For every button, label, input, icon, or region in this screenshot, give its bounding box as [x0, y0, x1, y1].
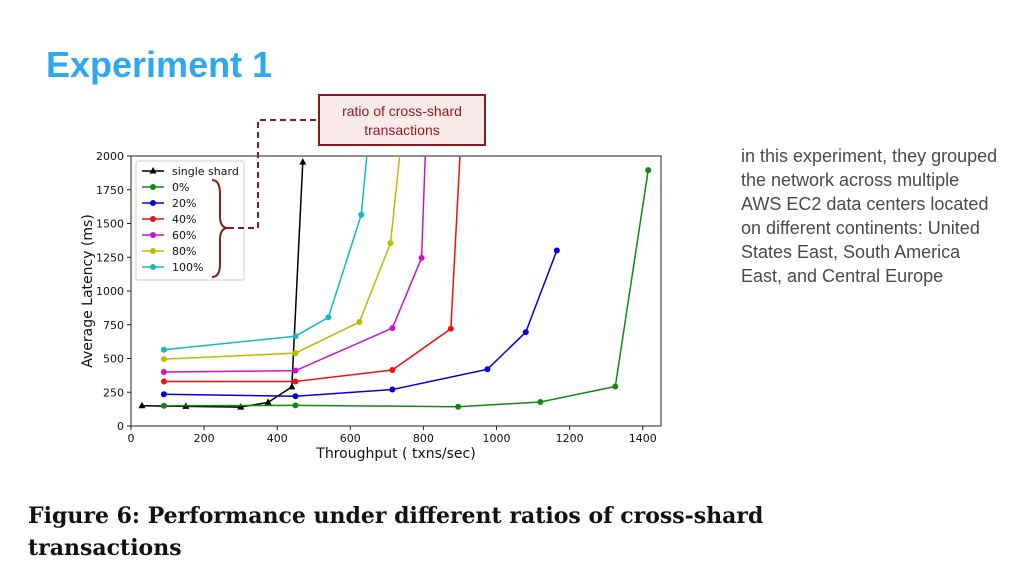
legend-marker	[150, 248, 156, 254]
x-tick-label: 1000	[483, 432, 511, 445]
data-point	[160, 391, 167, 398]
y-tick-label: 250	[103, 386, 124, 399]
data-point	[389, 386, 396, 393]
legend-marker	[150, 184, 156, 190]
legend-marker	[150, 232, 156, 238]
data-point	[447, 325, 454, 332]
legend-label: 0%	[172, 181, 189, 194]
data-point	[292, 367, 299, 374]
data-point	[356, 319, 363, 326]
x-tick-label: 800	[413, 432, 434, 445]
y-axis-label: Average Latency (ms)	[80, 214, 96, 368]
callout-box: ratio of cross-shard transactions	[318, 94, 486, 146]
x-tick-label: 0	[128, 432, 135, 445]
data-point	[292, 393, 299, 400]
data-point	[264, 398, 272, 405]
data-point	[389, 366, 396, 373]
x-tick-label: 200	[194, 432, 215, 445]
data-point	[522, 329, 529, 336]
series-line-20	[163, 250, 558, 398]
callout-connector	[228, 119, 318, 229]
x-tick-label: 400	[267, 432, 288, 445]
legend-marker	[150, 200, 156, 206]
data-point	[553, 247, 560, 254]
legend-label: 20%	[172, 197, 196, 210]
data-point	[358, 211, 365, 218]
data-point	[484, 366, 491, 373]
data-point	[160, 346, 167, 353]
data-point	[292, 333, 299, 340]
data-point	[387, 240, 394, 247]
series-group	[138, 156, 652, 410]
legend-label: 60%	[172, 229, 196, 242]
legend-marker	[149, 167, 157, 174]
y-tick-label: 750	[103, 319, 124, 332]
data-point	[537, 398, 544, 405]
slide-title: Experiment 1	[46, 44, 273, 85]
y-tick-label: 1000	[96, 285, 124, 298]
x-axis-label: Throughput ( txns/sec)	[315, 446, 475, 462]
data-point	[160, 369, 167, 375]
legend-marker	[150, 264, 156, 270]
series-line-0	[163, 170, 649, 408]
legend-marker	[150, 216, 156, 222]
y-tick-label: 1500	[96, 218, 124, 231]
data-point	[160, 402, 167, 409]
legend-label: 40%	[172, 213, 196, 226]
data-point	[325, 314, 332, 321]
data-point	[612, 383, 619, 390]
data-point	[299, 158, 307, 165]
data-point	[292, 378, 299, 385]
legend-label: single shard	[172, 165, 239, 178]
data-point	[645, 167, 652, 174]
data-point	[389, 325, 396, 332]
legend-label: 80%	[172, 245, 196, 258]
data-point	[292, 402, 299, 409]
x-tick-label: 1400	[629, 432, 657, 445]
y-tick-label: 2000	[96, 150, 124, 163]
data-point	[237, 403, 245, 410]
experiment-description: in this experiment, they grouped the net…	[741, 146, 998, 286]
legend-label: 100%	[172, 261, 203, 274]
x-tick-label: 600	[340, 432, 361, 445]
data-point	[455, 403, 462, 410]
y-tick-label: 1750	[96, 184, 124, 197]
data-point	[160, 356, 167, 363]
y-tick-label: 0	[117, 420, 124, 433]
figure-caption: Figure 6: Performance under different ra…	[28, 503, 764, 561]
x-tick-label: 1200	[556, 432, 584, 445]
data-point	[288, 382, 296, 390]
data-point	[292, 350, 299, 357]
data-point	[138, 401, 146, 409]
y-tick-label: 500	[103, 353, 124, 366]
data-point	[160, 378, 167, 385]
data-point	[418, 254, 425, 261]
y-tick-label: 1250	[96, 251, 124, 264]
